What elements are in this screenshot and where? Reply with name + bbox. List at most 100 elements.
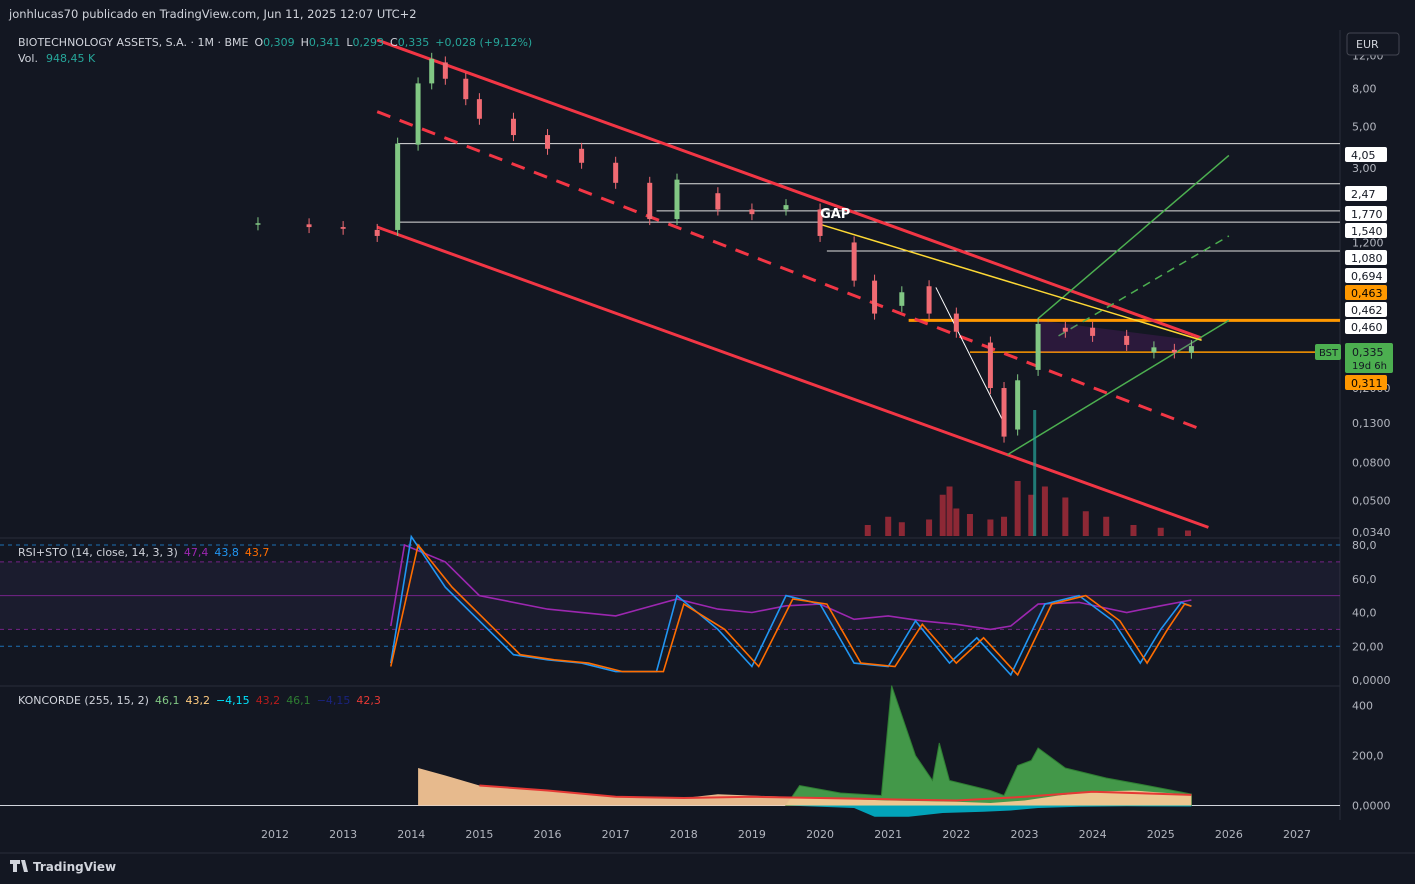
price-axis[interactable]: 12,008,005,003,001,2000,20000,13000,0800… <box>1315 49 1393 813</box>
time-tick: 2020 <box>806 828 834 841</box>
open-label: O <box>254 36 263 49</box>
time-tick: 2018 <box>670 828 698 841</box>
koncorde-value-4: 43,2 <box>256 694 281 707</box>
time-tick: 2026 <box>1215 828 1243 841</box>
bar-countdown: 19d 6h <box>1352 361 1387 372</box>
stoch-d-value: 43,7 <box>245 546 270 559</box>
level-label: 0,463 <box>1351 287 1383 300</box>
rsi-stoch-pane[interactable] <box>0 534 1340 677</box>
level-label-box <box>1345 302 1387 317</box>
time-tick: 2023 <box>1010 828 1038 841</box>
candle-body <box>953 313 959 332</box>
low-label: L <box>346 36 353 49</box>
high-label: H <box>301 36 309 49</box>
volume-bar <box>1028 494 1035 536</box>
candle-body <box>926 286 932 314</box>
price-pane[interactable]: GAP <box>255 38 1340 536</box>
white-trendline <box>935 287 1005 424</box>
rsi-value: 47,4 <box>184 546 209 559</box>
symbol-title[interactable]: BIOTECHNOLOGY ASSETS, S.A. · 1M · BME O 0,… <box>18 36 532 49</box>
volume-bar <box>939 494 946 536</box>
time-tick: 2013 <box>329 828 357 841</box>
tradingview-logo[interactable]: TradingView <box>10 860 116 874</box>
rsi-series-%K <box>390 534 1192 677</box>
rsi-stoch-legend[interactable]: RSI+STO (14, close, 14, 3, 3) 47,4 43,8 43,… <box>18 546 269 559</box>
level-label-box <box>1345 206 1387 221</box>
time-tick: 2019 <box>738 828 766 841</box>
low-value: 0,293 <box>353 36 385 49</box>
candle-body <box>429 58 435 84</box>
time-tick: 2027 <box>1283 828 1311 841</box>
candle-body <box>374 229 380 236</box>
volume-value: 948,45 K <box>46 52 96 65</box>
candle-body <box>851 242 857 281</box>
level-label-box <box>1345 186 1387 201</box>
koncorde-value-1: 46,1 <box>155 694 180 707</box>
candle-body <box>395 143 401 230</box>
high-value: 0,341 <box>309 36 341 49</box>
level-label: 0,462 <box>1351 304 1383 317</box>
channel-lower-line <box>376 225 1209 529</box>
volume-bar <box>987 519 994 536</box>
last-price-value: 0,335 <box>1352 346 1384 359</box>
price-tick: 8,00 <box>1352 82 1377 95</box>
volume-bar <box>1014 481 1021 536</box>
candle-body <box>463 78 469 100</box>
rsi-tick: 80,0 <box>1352 539 1377 552</box>
candle-body <box>647 182 653 220</box>
rsi-tick: 40,0 <box>1352 607 1377 620</box>
channel-upper-line <box>376 38 1203 340</box>
price-tick: 0,1300 <box>1352 417 1391 430</box>
symbol-name: BIOTECHNOLOGY ASSETS, S.A. · 1M · BME <box>18 36 248 49</box>
candle-body <box>1001 388 1007 437</box>
triangle-pattern <box>1038 320 1195 353</box>
volume-bar <box>953 508 960 536</box>
candle-body <box>674 179 680 220</box>
volume-bar <box>864 525 871 536</box>
candle-body <box>1015 380 1021 430</box>
candle-body <box>1171 349 1177 353</box>
koncorde-value-3: −4,15 <box>216 694 250 707</box>
koncorde-tick: 400 <box>1352 700 1373 713</box>
volume-bar <box>885 516 892 536</box>
green-channel-upper <box>1037 154 1230 320</box>
koncorde-pane[interactable] <box>0 685 1340 817</box>
level-label: 4,05 <box>1351 149 1376 162</box>
koncorde-legend[interactable]: KONCORDE (255, 15, 2) 46,1 43,2 −4,15 43,2 46… <box>18 694 381 707</box>
time-tick: 2017 <box>602 828 630 841</box>
volume-bar <box>1184 530 1191 536</box>
time-tick: 2015 <box>465 828 493 841</box>
time-tick: 2022 <box>942 828 970 841</box>
volume-bar <box>1157 527 1164 536</box>
volume-legend[interactable]: Vol. 948,45 K <box>18 52 96 65</box>
candle-body <box>255 223 261 225</box>
level-label-box <box>1345 147 1387 162</box>
time-axis[interactable]: 2012 2013 2014 2015 2016 2017 2018 2019 2020 2021… <box>261 828 1311 841</box>
volume-bar <box>1001 516 1008 536</box>
tradingview-logo-icon <box>10 860 28 872</box>
volume-bar <box>966 514 973 536</box>
close-label: C <box>390 36 398 49</box>
koncorde-area-blue <box>786 805 1192 817</box>
candle-body <box>1090 327 1096 336</box>
candle-body <box>899 292 905 306</box>
level-label-box <box>1345 268 1387 283</box>
time-tick: 2016 <box>534 828 562 841</box>
level-label: 0,460 <box>1351 321 1383 334</box>
volume-bar <box>1082 511 1089 536</box>
price-tick: 5,00 <box>1352 121 1377 134</box>
tradingview-brand: TradingView <box>33 860 116 874</box>
currency-button[interactable]: EUR <box>1346 32 1400 56</box>
candle-body <box>476 99 482 119</box>
level-label: 1,770 <box>1351 208 1383 221</box>
volume-bar <box>1062 497 1069 536</box>
price-tick: 0,0800 <box>1352 456 1391 469</box>
candle-body <box>340 227 346 229</box>
time-tick: 2014 <box>397 828 425 841</box>
rsi-tick: 20,00 <box>1352 640 1384 653</box>
candle-body <box>613 162 619 183</box>
candle-body <box>872 280 878 314</box>
volume-bar <box>898 522 905 536</box>
stoch-k-value: 43,8 <box>214 546 239 559</box>
